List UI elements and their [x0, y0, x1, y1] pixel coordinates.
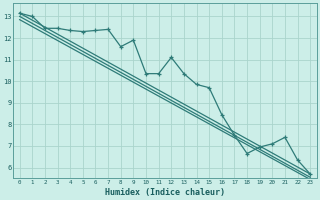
- X-axis label: Humidex (Indice chaleur): Humidex (Indice chaleur): [105, 188, 225, 197]
